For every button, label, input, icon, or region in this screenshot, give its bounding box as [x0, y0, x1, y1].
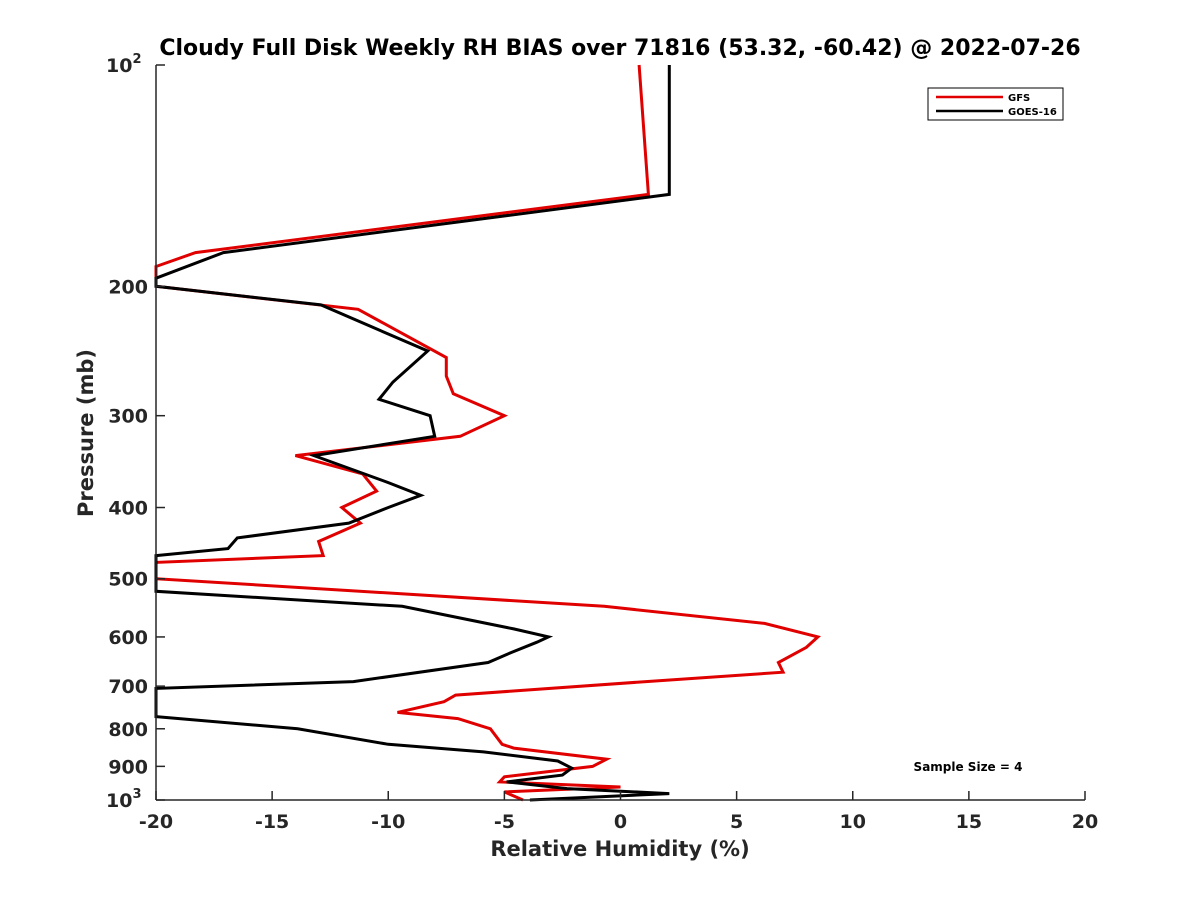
x-tick-label: -20 — [139, 811, 173, 833]
y-tick-label: 600 — [108, 627, 148, 649]
sample-size-annotation: Sample Size = 4 — [914, 760, 1023, 774]
legend-box — [927, 87, 1064, 121]
y-axis-label: Pressure (mb) — [74, 349, 98, 517]
y-tick-label: 900 — [108, 756, 148, 778]
y-tick-label: 103 — [106, 787, 142, 812]
x-tick-label: -15 — [255, 811, 289, 833]
y-tick-label: 800 — [108, 719, 148, 741]
y-ticks: 102 200 300 400 500 600 700 800 900 103 — [106, 52, 165, 812]
plot-area — [156, 65, 1085, 800]
x-tick-label: -5 — [494, 811, 515, 833]
x-tick-label: -10 — [371, 811, 405, 833]
legend-label-gfs: GFS — [1008, 93, 1030, 104]
y-tick-label: 102 — [106, 52, 142, 77]
x-tick-label: 10 — [840, 811, 866, 833]
y-tick-label: 500 — [108, 569, 148, 591]
legend-label-goes16: GOES-16 — [1008, 107, 1057, 118]
x-tick-label: 15 — [956, 811, 982, 833]
x-axis-label: Relative Humidity (%) — [490, 837, 749, 861]
y-tick-label: 300 — [108, 406, 148, 428]
x-tick-label: 5 — [730, 811, 743, 833]
y-tick-label: 400 — [108, 498, 148, 520]
chart-title: Cloudy Full Disk Weekly RH BIAS over 718… — [159, 36, 1080, 61]
legend: GFS GOES-16 — [927, 87, 1064, 121]
y-tick-label: 200 — [108, 276, 148, 298]
x-ticks: -20 -15 -10 -5 0 5 10 15 20 — [139, 791, 1098, 833]
x-tick-label: 0 — [614, 811, 627, 833]
series-line-gfs — [154, 64, 821, 802]
y-tick-label: 700 — [108, 676, 148, 698]
x-tick-label: 20 — [1072, 811, 1098, 833]
